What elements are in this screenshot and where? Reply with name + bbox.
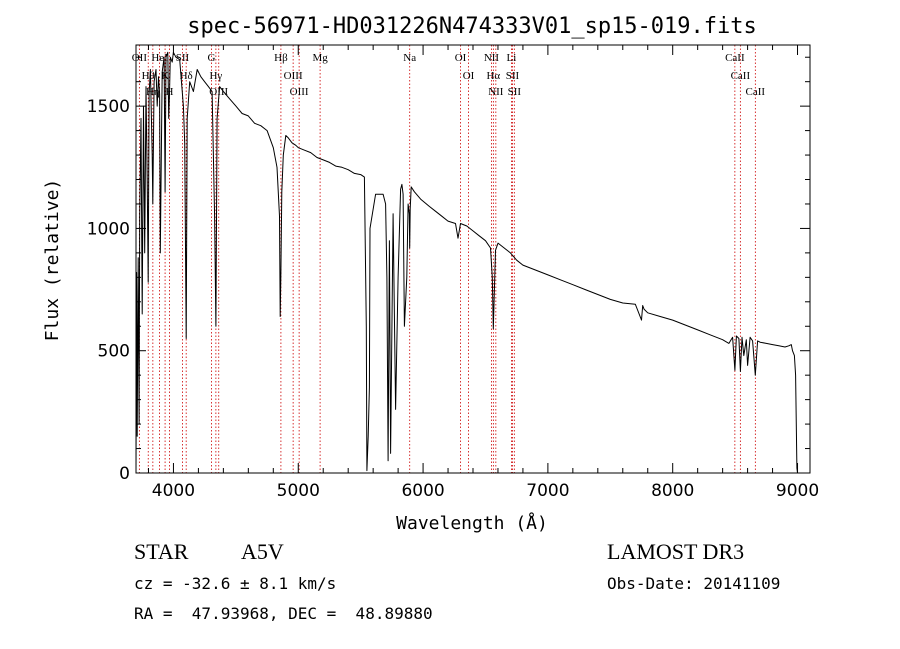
plot-frame [135, 44, 811, 474]
line-label-6563: Hα [486, 70, 500, 82]
line-label-6300: OI [455, 52, 467, 64]
spectrum-line [135, 51, 798, 474]
line-label-3727: OII [132, 52, 148, 64]
coordinates: RA = 47.93968, DEC = 48.89880 [134, 604, 433, 623]
line-label-5893: Na [403, 52, 416, 64]
x-tick-label: 9000 [776, 481, 819, 501]
x-tick-label: 4000 [152, 481, 195, 501]
line-label-6708: Li [507, 52, 517, 64]
line-label-4340: Hγ [209, 70, 222, 82]
subclass: A5V [241, 539, 284, 564]
y-axis-ticks: 0 500 1000 1500 [87, 56, 810, 484]
redshift-text: cz = -32.6 ± 8.1 km/s [134, 574, 337, 593]
y-tick-label: 1500 [87, 97, 130, 117]
y-tick-label: 1000 [87, 219, 130, 239]
line-label-8662: CaII [746, 86, 766, 98]
x-axis-label: Wavelength (Å) [396, 512, 548, 534]
line-label-4959: OIII [284, 70, 303, 82]
line-label-3933: K [161, 70, 169, 82]
line-label-4102: Hδ [180, 70, 193, 82]
y-axis-label: Flux (relative) [42, 179, 63, 342]
line-label-4072: SII [176, 52, 190, 64]
line-label-6364: OI [463, 70, 475, 82]
survey-name: LAMOST DR3 [607, 539, 745, 564]
chart-title: spec-56971-HD031226N474333V01_sp15-019.f… [187, 14, 757, 39]
line-label-5007: OIII [290, 86, 309, 98]
x-tick-label: 7000 [526, 481, 569, 501]
x-tick-label: 6000 [401, 481, 444, 501]
line-label-6583: NII [488, 86, 504, 98]
x-tick-label: 8000 [651, 481, 694, 501]
line-label-4861: Hβ [274, 52, 288, 64]
line-label-8498: CaII [725, 52, 745, 64]
x-axis-ticks: 4000 5000 6000 7000 8000 9000 [147, 45, 819, 501]
line-label-6548: NII [484, 52, 500, 64]
line-label-4305: G [208, 52, 216, 64]
line-label-6716: SII [506, 70, 520, 82]
obs-date: Obs-Date: 20141109 [607, 574, 781, 593]
line-label-8542: CaII [731, 70, 751, 82]
y-tick-label: 0 [119, 464, 130, 484]
line-label-3798: Hθ [142, 70, 155, 82]
x-tick-label: 5000 [277, 481, 320, 501]
line-label-5175: Mg [312, 52, 328, 64]
emission-line-markers [138, 45, 756, 473]
object-class: STAR [134, 539, 189, 564]
y-tick-label: 500 [98, 342, 130, 362]
line-label-6731: SII [508, 86, 522, 98]
